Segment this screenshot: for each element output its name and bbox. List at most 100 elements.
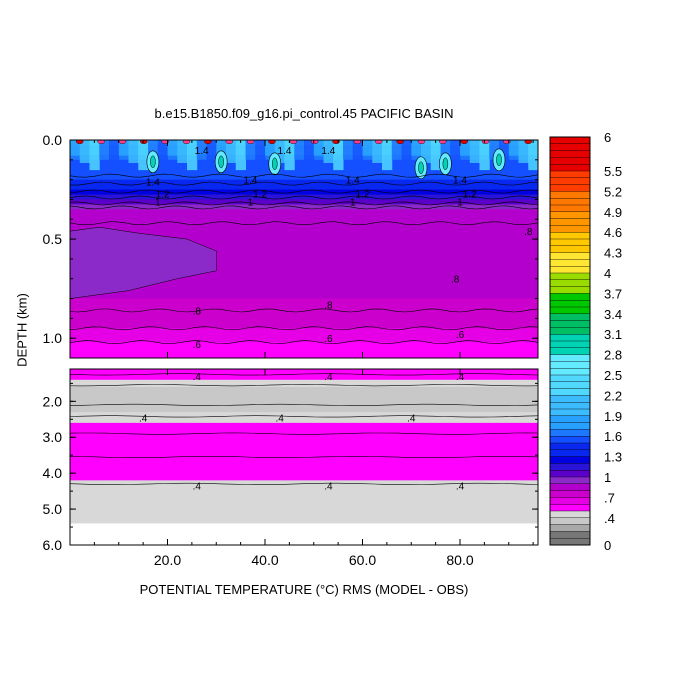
- colorbar-box: [549, 279, 591, 288]
- heat-cell: [391, 140, 402, 160]
- contour-label: .4: [275, 413, 284, 424]
- heat-band: [70, 419, 538, 424]
- colorbar-box: [549, 313, 591, 322]
- heat-cell: [518, 140, 529, 163]
- heat-cell: [70, 140, 81, 156]
- heat-band: [70, 333, 538, 339]
- colorbar-label: 2.2: [604, 388, 622, 403]
- heat-band: [70, 369, 538, 374]
- heat-cell: [362, 140, 373, 156]
- heat-cell: [206, 140, 217, 167]
- colorbar-label: .7: [604, 490, 615, 505]
- heat-eddy: [418, 161, 424, 174]
- contour-line: [70, 189, 538, 194]
- contour-label: .8: [324, 300, 333, 311]
- colorbar-box: [549, 347, 591, 356]
- heat-band: [70, 249, 538, 255]
- heat-band: [70, 487, 538, 492]
- heat-band: [70, 505, 538, 510]
- heat-cell: [450, 140, 461, 167]
- contour-label: 1: [350, 197, 356, 208]
- heat-band: [70, 494, 538, 499]
- colorbar-box: [549, 231, 591, 240]
- heat-cell: [138, 140, 149, 171]
- heat-cell: [177, 140, 188, 163]
- contour-line: [70, 326, 538, 331]
- contour-label: .6: [193, 340, 202, 351]
- contour-line: [70, 221, 538, 226]
- heat-band: [70, 318, 538, 324]
- heat-band: [70, 214, 538, 220]
- colorbar-box: [549, 422, 591, 430]
- heat-band: [70, 224, 538, 230]
- heat-spot: [225, 140, 233, 144]
- heat-band: [70, 239, 538, 245]
- heat-spot: [97, 140, 105, 144]
- contour-label: 1.4: [453, 176, 467, 187]
- heat-band: [70, 448, 538, 453]
- colorbar-box: [549, 177, 591, 186]
- heat-band: [70, 253, 538, 260]
- x-tick-label: 60.0: [349, 552, 376, 568]
- chart-title: b.e15.B1850.f09_g16.pi_control.45 PACIFI…: [154, 106, 454, 121]
- colorbar-box: [549, 429, 591, 437]
- contour-label: .4: [324, 482, 333, 493]
- colorbar-box: [549, 150, 591, 158]
- heat-band: [70, 480, 538, 485]
- heat-band: [70, 328, 538, 334]
- heat-spot: [396, 140, 404, 144]
- colorbar-label: 1.9: [604, 409, 622, 424]
- x-axis-label: POTENTIAL TEMPERATURE (°C) RMS (MODEL - …: [139, 582, 469, 597]
- heat-band: [70, 483, 538, 489]
- heat-band: [70, 342, 538, 358]
- heat-eddy: [442, 157, 449, 171]
- heat-band: [70, 204, 538, 210]
- heat-band: [70, 440, 538, 446]
- heat-band: [70, 386, 538, 392]
- heat-band: [70, 268, 538, 275]
- heat-spot: [310, 140, 319, 144]
- colorbar-box: [549, 497, 591, 505]
- heat-cell: [352, 140, 363, 167]
- colorbar-box: [549, 300, 591, 308]
- contour-line: [70, 340, 538, 345]
- lower-panel-frame: [69, 368, 539, 546]
- heat-cell: [99, 140, 110, 160]
- panel-frames: [69, 139, 539, 546]
- heat-spot: [524, 140, 532, 144]
- heat-band: [70, 293, 538, 300]
- axes: 0.0 0.5 1.0 2.0 3.0 4.0 5.0 6.0 20.0 40.0 60.0 80.0: [43, 132, 538, 568]
- contour-line: [70, 205, 538, 210]
- contour-label: .4: [456, 372, 465, 383]
- heat-band: [70, 509, 538, 514]
- heat-cell: [157, 140, 168, 167]
- heat-spot: [481, 140, 490, 144]
- contour-line: [70, 455, 538, 458]
- heat-cell: [430, 140, 441, 171]
- y-tick-label: 0.0: [43, 132, 63, 148]
- colorbar-box: [549, 320, 591, 328]
- heat-band: [70, 422, 538, 428]
- heat-cell: [528, 140, 538, 171]
- colorbar-box: [549, 463, 591, 471]
- colorbar-box: [549, 225, 591, 233]
- heat-band: [70, 209, 538, 215]
- upper-depth-panel: 1.4 1.4 1.41.41.211.41.211.41.211.41.21.8.…: [70, 140, 538, 358]
- heat-cell: [216, 140, 227, 156]
- contour-line: [70, 195, 538, 200]
- colorbar-box: [549, 245, 591, 254]
- heat-band: [70, 194, 538, 201]
- heat-cell: [226, 140, 237, 163]
- contour-label: .4: [193, 482, 202, 493]
- colorbar-box: [549, 510, 591, 519]
- y-tick-label: 4.0: [43, 465, 63, 481]
- colorbar-box: [549, 374, 591, 383]
- heat-band: [70, 426, 538, 431]
- heat-band: [70, 283, 538, 290]
- heat-band: [70, 313, 538, 319]
- colorbar-box: [549, 293, 591, 301]
- heat-cell: [265, 140, 276, 156]
- heat-band: [70, 390, 538, 395]
- lower-depth-panel: .4 .4 .4 .4 .4 .4 .4 .4 .4: [70, 369, 538, 545]
